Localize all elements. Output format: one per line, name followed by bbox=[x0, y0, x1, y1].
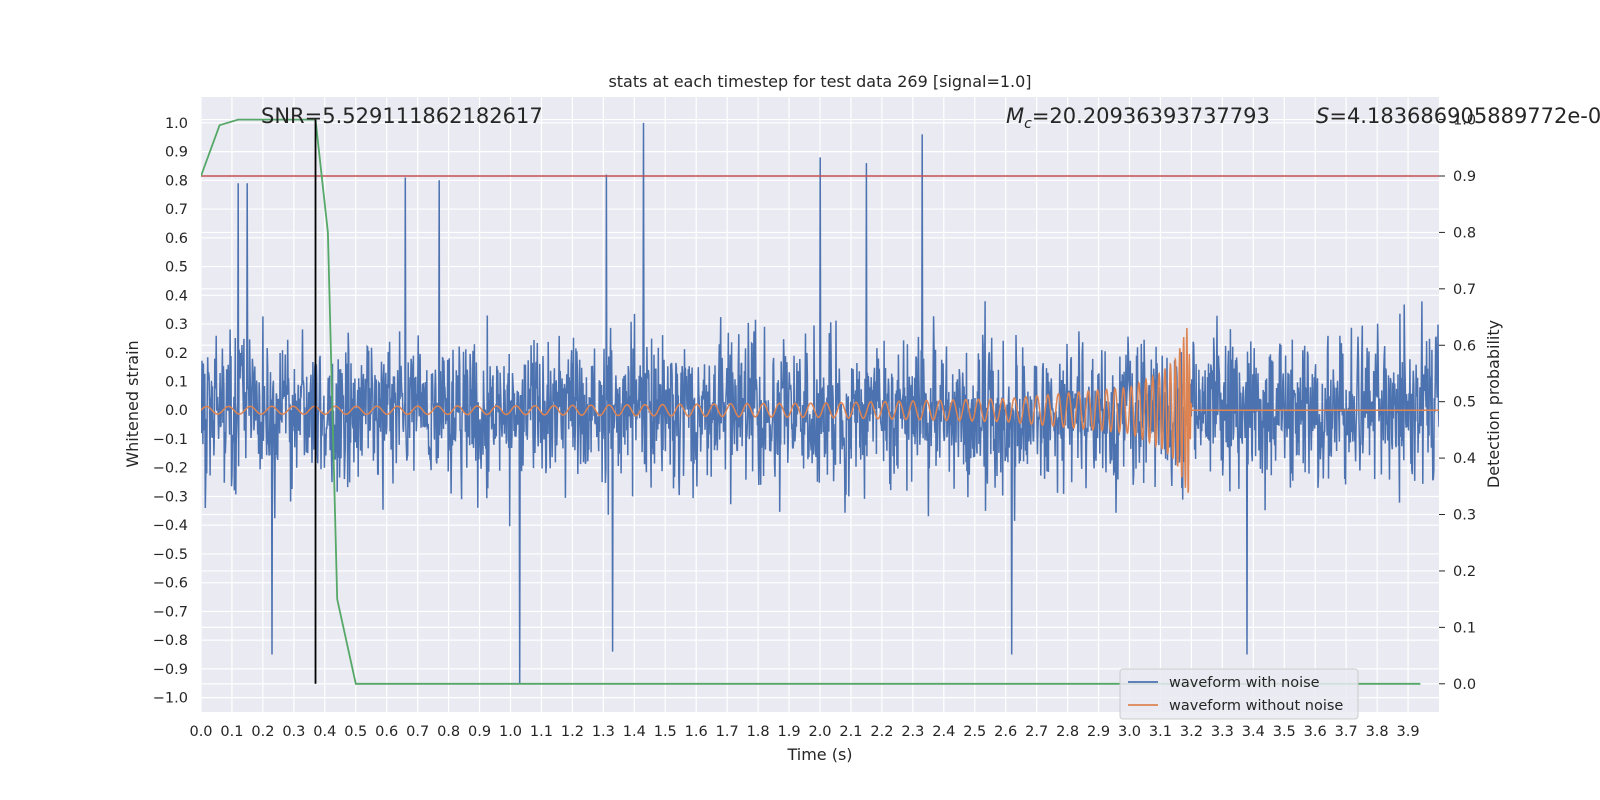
y-tick-label: 0.2 bbox=[165, 346, 188, 362]
y2-tick-label: 0.4 bbox=[1453, 451, 1476, 467]
x-tick-label: 3.1 bbox=[1149, 724, 1172, 740]
x-tick-label: 3.4 bbox=[1242, 724, 1265, 740]
x-tick-label: 2.5 bbox=[963, 724, 986, 740]
x-tick-label: 2.4 bbox=[932, 724, 955, 740]
x-tick-label: 2.0 bbox=[808, 724, 831, 740]
y2-tick-label: 0.8 bbox=[1453, 225, 1476, 241]
x-tick-label: 0.5 bbox=[344, 724, 367, 740]
x-tick-label: 2.6 bbox=[994, 724, 1017, 740]
y2-tick-label: 0.2 bbox=[1453, 564, 1476, 580]
y-tick-label: −0.4 bbox=[153, 518, 188, 534]
x-tick-label: 0.2 bbox=[251, 724, 274, 740]
y-tick-label: 0.9 bbox=[165, 145, 188, 161]
legend-label-clean: waveform without noise bbox=[1169, 698, 1343, 714]
y-tick-label: 0.5 bbox=[165, 260, 188, 276]
y-tick-label: 0.7 bbox=[165, 202, 188, 218]
y2-tick-label: 0.1 bbox=[1453, 620, 1476, 636]
x-tick-label: 3.2 bbox=[1180, 724, 1203, 740]
x-tick-label: 2.7 bbox=[1025, 724, 1048, 740]
x-tick-label: 0.6 bbox=[375, 724, 398, 740]
y2-axis-ticks: 1.0 0.9 0.8 0.7 0.6 0.5 0.4 0.3 0.2 0.1 0.0 bbox=[1439, 113, 1476, 693]
legend: waveform with noise waveform without noi… bbox=[1119, 668, 1359, 720]
x-tick-label: 1.4 bbox=[623, 724, 646, 740]
y-tick-label: −0.8 bbox=[153, 633, 188, 649]
s-value: =4.183686905889772e-0 bbox=[1329, 104, 1600, 128]
snr-annotation: SNR=5.529111862182617 bbox=[261, 104, 543, 128]
y-tick-label: −1.0 bbox=[153, 691, 188, 707]
y-tick-label: 0.3 bbox=[165, 317, 188, 333]
y-axis-label: Whitened strain bbox=[123, 340, 142, 467]
y-tick-label: −0.1 bbox=[153, 432, 188, 448]
y-tick-label: 0.8 bbox=[165, 173, 188, 189]
x-tick-label: 0.0 bbox=[189, 724, 212, 740]
y2-axis-label: Detection probability bbox=[1484, 320, 1503, 488]
y-tick-label: 0.4 bbox=[165, 288, 188, 304]
x-tick-label: 1.1 bbox=[530, 724, 553, 740]
x-tick-label: 3.0 bbox=[1118, 724, 1141, 740]
y-tick-label: 0.1 bbox=[165, 375, 188, 391]
x-tick-label: 1.3 bbox=[592, 724, 615, 740]
legend-box bbox=[1119, 668, 1359, 720]
y-axis-ticks: 1.0 0.9 0.8 0.7 0.6 0.5 0.4 0.3 0.2 0.1 0.0 −0.1 −0.… bbox=[153, 116, 188, 707]
series-detection-probability bbox=[201, 118, 1421, 685]
x-tick-label: 2.9 bbox=[1087, 724, 1110, 740]
y-tick-label: 0.0 bbox=[165, 403, 188, 419]
y2-tick-label: 0.0 bbox=[1453, 677, 1476, 693]
chirp-mass-value: =20.20936393737793 bbox=[1032, 104, 1270, 128]
y-tick-label: 1.0 bbox=[165, 116, 188, 132]
x-tick-label: 0.7 bbox=[406, 724, 429, 740]
series-waveform-without-noise bbox=[201, 327, 1439, 493]
y2-tick-label: 1.0 bbox=[1453, 113, 1476, 129]
legend-label-noise: waveform with noise bbox=[1169, 675, 1320, 691]
x-tick-label: 2.2 bbox=[870, 724, 893, 740]
x-tick-label: 0.4 bbox=[313, 724, 336, 740]
x-tick-label: 2.1 bbox=[839, 724, 862, 740]
s-annotation: S=4.183686905889772e-0 bbox=[1316, 104, 1600, 128]
series-waveform-with-noise bbox=[201, 122, 1439, 684]
y-tick-label: −0.6 bbox=[153, 576, 188, 592]
y-tick-label: −0.2 bbox=[153, 461, 188, 477]
y2-tick-label: 0.9 bbox=[1453, 169, 1476, 185]
x-tick-label: 3.6 bbox=[1304, 724, 1327, 740]
chirp-mass-symbol: M bbox=[1006, 104, 1024, 128]
chart-title: stats at each timestep for test data 269… bbox=[608, 72, 1031, 91]
x-tick-label: 3.5 bbox=[1273, 724, 1296, 740]
x-tick-label: 1.8 bbox=[747, 724, 770, 740]
y2-tick-label: 0.5 bbox=[1453, 395, 1476, 411]
x-tick-label: 0.3 bbox=[282, 724, 305, 740]
y-tick-label: −0.5 bbox=[153, 547, 188, 563]
y2-tick-label: 0.3 bbox=[1453, 508, 1476, 524]
x-tick-label: 3.7 bbox=[1335, 724, 1358, 740]
x-tick-label: 3.8 bbox=[1366, 724, 1389, 740]
x-tick-label: 0.9 bbox=[468, 724, 491, 740]
chirp-mass-subscript: c bbox=[1024, 116, 1032, 132]
y-tick-label: 0.6 bbox=[165, 231, 188, 247]
x-tick-label: 0.1 bbox=[220, 724, 243, 740]
y2-tick-label: 0.7 bbox=[1453, 282, 1476, 298]
chirp-mass-annotation: Mc=20.20936393737793 bbox=[1006, 104, 1270, 132]
x-tick-label: 3.9 bbox=[1397, 724, 1420, 740]
x-tick-label: 2.3 bbox=[901, 724, 924, 740]
y-tick-label: −0.9 bbox=[153, 662, 188, 678]
x-tick-label: 1.2 bbox=[561, 724, 584, 740]
x-tick-label: 1.6 bbox=[685, 724, 708, 740]
x-tick-label: 0.8 bbox=[437, 724, 460, 740]
x-tick-label: 1.5 bbox=[654, 724, 677, 740]
x-axis-label: Time (s) bbox=[786, 745, 852, 764]
x-axis-ticks: 0.0 0.1 0.2 0.3 0.4 0.5 0.6 0.7 0.8 0.9 1.0 1.1 1.2 1… bbox=[189, 724, 1419, 740]
y-tick-label: −0.7 bbox=[153, 604, 188, 620]
x-tick-label: 1.0 bbox=[499, 724, 522, 740]
x-tick-label: 3.3 bbox=[1211, 724, 1234, 740]
s-symbol: S bbox=[1316, 104, 1329, 128]
x-tick-label: 1.9 bbox=[778, 724, 801, 740]
y-tick-label: −0.3 bbox=[153, 489, 188, 505]
x-tick-label: 1.7 bbox=[716, 724, 739, 740]
x-tick-label: 2.8 bbox=[1056, 724, 1079, 740]
y2-tick-label: 0.6 bbox=[1453, 338, 1476, 354]
